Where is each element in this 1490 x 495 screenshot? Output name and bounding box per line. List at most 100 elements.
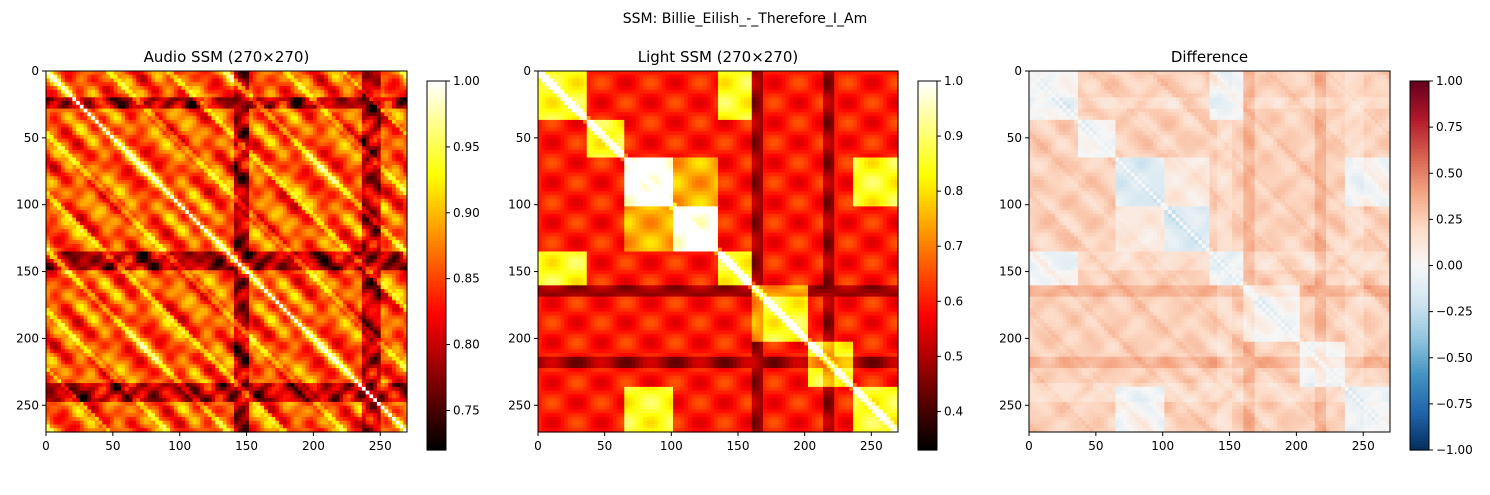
audio-ssm-cell (91, 112, 96, 117)
audio-ssm-cell (403, 142, 408, 147)
audio-ssm-cell (309, 157, 314, 162)
audio-ssm-cell (271, 123, 276, 129)
audio-ssm-cell (226, 142, 231, 147)
audio-ssm-cell (109, 217, 115, 223)
audio-ssm-cell (140, 243, 145, 249)
audio-ssm-cell (170, 101, 175, 106)
audio-ssm-cell (76, 243, 81, 249)
audio-ssm-cell (207, 127, 213, 132)
audio-ssm-cell (361, 108, 367, 113)
audio-ssm-cell (256, 191, 261, 196)
audio-ssm-cell (207, 71, 213, 76)
audio-ssm-cell (343, 236, 348, 241)
audio-ssm-cell (354, 217, 359, 223)
audio-ssm-cell (376, 71, 382, 76)
audio-ssm-cell (391, 165, 397, 170)
audio-ssm-cell (388, 89, 393, 95)
audio-ssm-cell (79, 142, 85, 147)
audio-ssm-cell (286, 191, 292, 196)
audio-ssm-cell (245, 213, 250, 219)
audio-ssm-cell (309, 149, 314, 155)
audio-ssm-cell (200, 210, 205, 215)
audio-ssm-cell (403, 101, 408, 106)
audio-ssm-cell (286, 119, 292, 125)
audio-ssm-cell (106, 180, 111, 185)
audio-ssm-cell (346, 217, 352, 223)
audio-ssm-cell (249, 134, 254, 140)
audio-ssm-cell (109, 157, 115, 162)
audio-ssm-cell (373, 157, 378, 162)
audio-ssm-cell (158, 176, 164, 181)
audio-ssm-cell (215, 191, 220, 196)
audio-ssm-cell (121, 149, 126, 155)
audio-ssm-cell (230, 243, 235, 249)
audio-ssm-cell (388, 101, 393, 106)
audio-ssm-cell (361, 236, 367, 241)
audio-ssm-cell (305, 232, 310, 238)
audio-ssm-cell (79, 165, 85, 170)
audio-ssm-cell (211, 206, 216, 211)
audio-ssm-cell (173, 146, 179, 151)
audio-ssm-cell (211, 262, 216, 268)
audio-ssm-cell (53, 240, 58, 245)
audio-ssm-cell (260, 217, 265, 223)
audio-ssm-cell (207, 165, 213, 170)
audio-ssm-cell (282, 78, 288, 83)
audio-ssm-cell (343, 71, 348, 76)
audio-ssm-cell (181, 123, 186, 129)
audio-ssm-cell (294, 225, 299, 230)
audio-ssm-cell (109, 86, 115, 91)
audio-ssm-cell (230, 232, 235, 238)
audio-ssm-cell (301, 168, 307, 174)
audio-ssm-cell (124, 127, 130, 132)
audio-ssm-cell (158, 142, 164, 147)
audio-ssm-cell (365, 180, 370, 185)
audio-ssm-cell (192, 127, 198, 132)
audio-ssm-cell (215, 161, 220, 166)
audio-ssm-cell (94, 153, 100, 159)
audio-ssm-cell (83, 74, 88, 80)
audio-ssm-cell (117, 251, 122, 256)
audio-ssm-cell (256, 74, 261, 80)
audio-ssm-cell (215, 176, 220, 181)
audio-ssm-cell (222, 97, 228, 102)
audio-ssm-cell (113, 183, 119, 189)
audio-ssm-cell (305, 131, 310, 136)
audio-ssm-cell (132, 221, 137, 226)
audio-ssm-cell (335, 187, 340, 192)
audio-ssm-cell (316, 123, 322, 129)
audio-ssm-cell (117, 247, 122, 253)
audio-ssm-cell (358, 104, 363, 110)
audio-ssm-cell (158, 134, 164, 140)
audio-ssm-cell (143, 198, 149, 204)
audio-ssm-cell (124, 206, 130, 211)
audio-ssm-cell (339, 82, 344, 87)
audio-ssm-cell (192, 138, 198, 144)
audio-ssm-cell (305, 262, 310, 268)
audio-ssm-cell (339, 195, 344, 200)
audio-ssm-cell (350, 97, 355, 102)
audio-ssm-cell (237, 97, 243, 102)
audio-ssm-cell (309, 243, 314, 249)
audio-ssm-cell (83, 187, 88, 192)
audio-ssm-cell (346, 82, 352, 87)
audio-ssm-cell (305, 71, 310, 76)
audio-ssm-cell (215, 236, 220, 241)
audio-ssm-cell (271, 187, 276, 192)
audio-ssm-cell (294, 232, 299, 238)
audio-ssm-cell (132, 180, 137, 185)
audio-ssm-cell (350, 89, 355, 95)
audio-ssm-cell (245, 134, 250, 140)
audio-ssm-cell (354, 101, 359, 106)
audio-ssm-cell (98, 93, 104, 98)
audio-ssm-cell (121, 198, 126, 204)
audio-ssm-cell (46, 210, 51, 215)
audio-ssm-cell (177, 74, 182, 80)
audio-ssm-cell (376, 228, 382, 234)
audio-ssm-cell (328, 262, 333, 268)
audio-ssm-cell (354, 243, 359, 249)
audio-ssm-cell (234, 127, 239, 132)
audio-ssm-cell (294, 71, 299, 76)
audio-ssm-cell (279, 78, 284, 83)
audio-ssm-cell (361, 176, 367, 181)
